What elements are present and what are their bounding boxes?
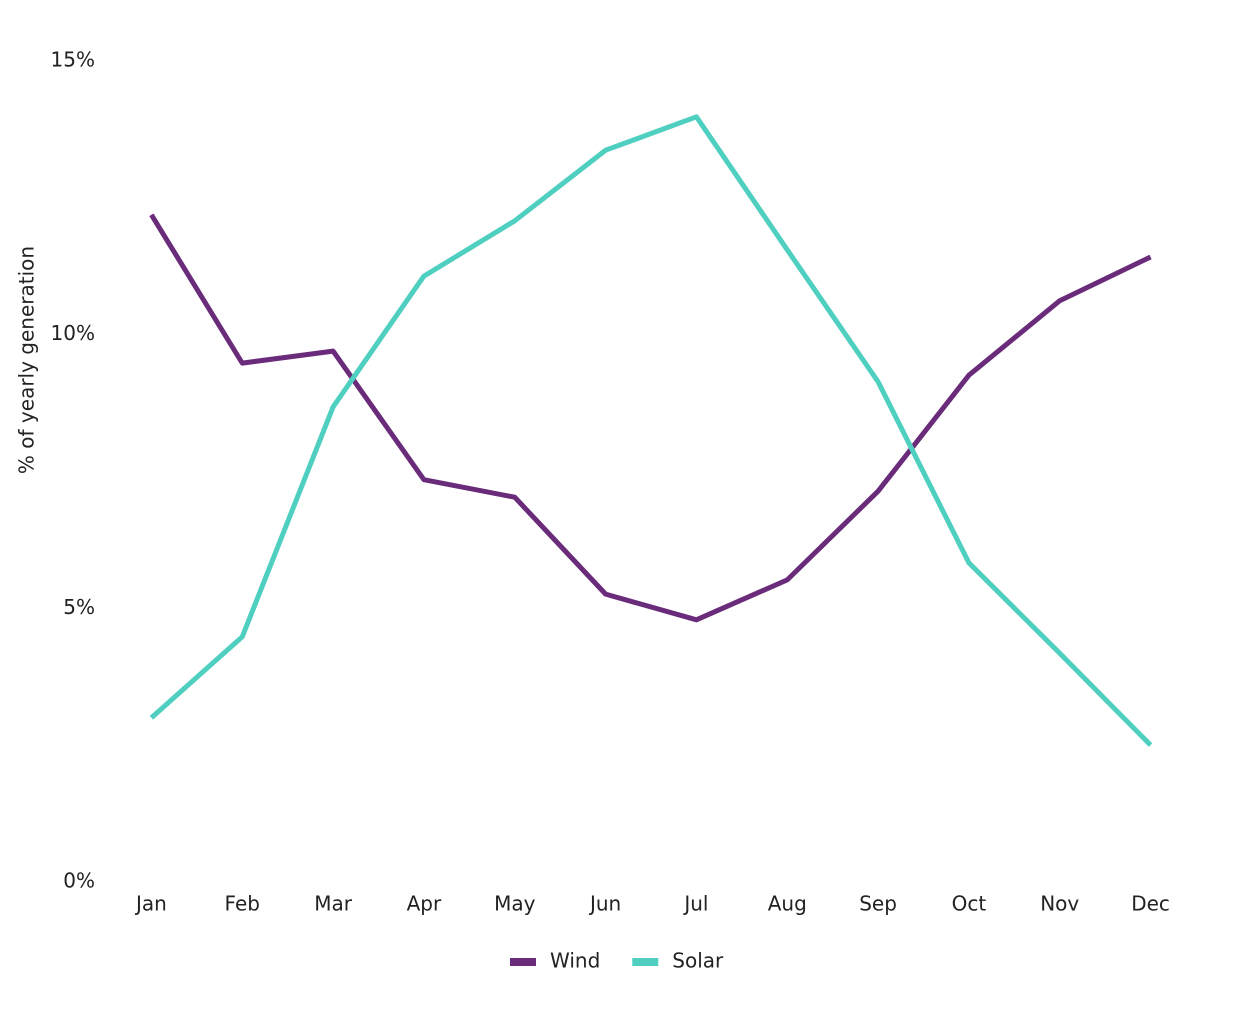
- x-tick-label: Feb: [225, 892, 260, 916]
- y-tick-label: 15%: [51, 48, 95, 72]
- y-tick-label: 5%: [63, 595, 95, 619]
- x-tick-label: Sep: [859, 892, 897, 916]
- x-tick-label: Nov: [1040, 892, 1079, 916]
- x-tick-label: Mar: [314, 892, 353, 916]
- x-tick-label: Jan: [134, 892, 167, 916]
- y-axis-label: % of yearly generation: [15, 246, 39, 474]
- y-tick-label: 10%: [51, 321, 95, 345]
- x-tick-label: Jun: [588, 892, 621, 916]
- x-tick-label: Dec: [1131, 892, 1170, 916]
- x-tick-label: Apr: [407, 892, 442, 916]
- legend-label: Wind: [550, 949, 600, 973]
- line: [149, 213, 1152, 623]
- legend-label: Solar: [672, 949, 724, 973]
- x-tick-label: Oct: [952, 892, 987, 916]
- x-tick-label: May: [494, 892, 536, 916]
- x-tick-label: Jul: [682, 892, 708, 916]
- line: [149, 114, 1153, 747]
- x-tick-label: Aug: [768, 892, 807, 916]
- y-tick-label: 0%: [63, 869, 95, 893]
